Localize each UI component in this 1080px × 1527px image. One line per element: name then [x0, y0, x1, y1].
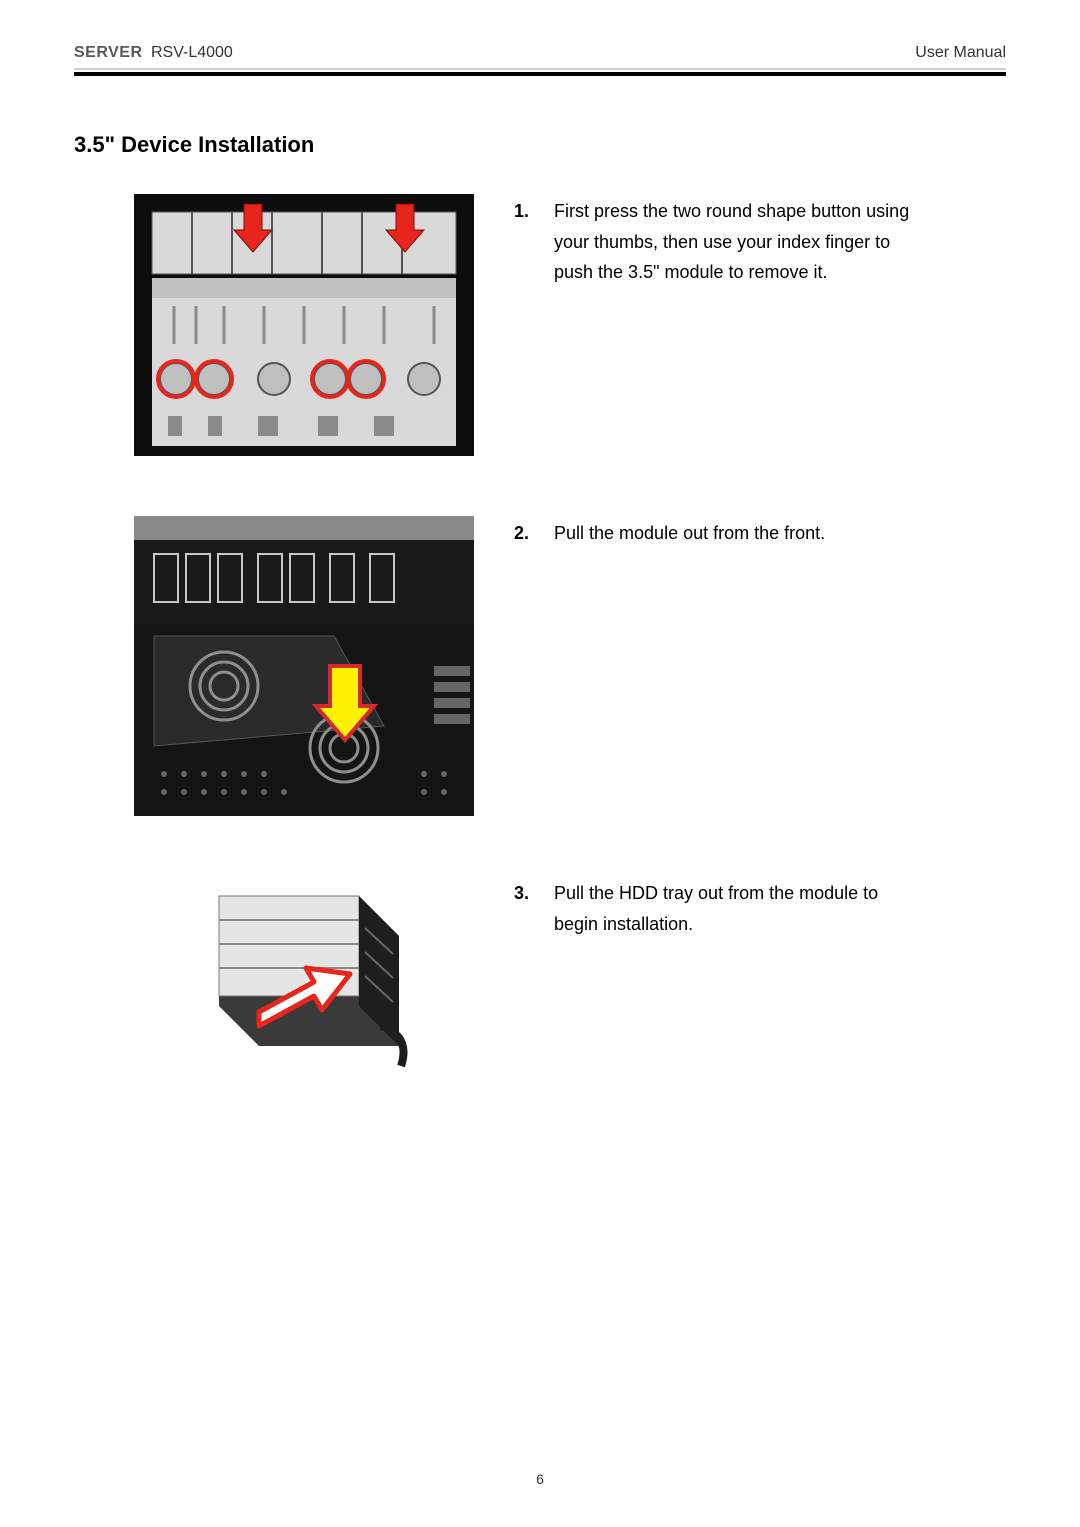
step-row: 1. First press the two round shape butto…	[134, 194, 1006, 456]
step-instruction: 3. Pull the HDD tray out from the module…	[514, 876, 924, 939]
header-left: SERVER RSV-L4000	[74, 44, 233, 62]
step-text: First press the two round shape button u…	[554, 196, 924, 288]
page-header: SERVER RSV-L4000 User Manual	[74, 44, 1006, 68]
steps-container: 1. First press the two round shape butto…	[74, 194, 1006, 1086]
step-instruction: 1. First press the two round shape butto…	[514, 194, 924, 288]
step-text: Pull the module out from the front.	[554, 518, 825, 549]
header-right: User Manual	[915, 44, 1006, 62]
step-figure-3	[134, 876, 474, 1086]
header-divider-thick	[74, 72, 1006, 76]
header-model: RSV-L4000	[151, 44, 233, 61]
page-number: 6	[0, 1471, 1080, 1487]
step-instruction: 2. Pull the module out from the front.	[514, 516, 825, 549]
step-number: 1.	[514, 196, 536, 288]
step-row: 2. Pull the module out from the front.	[134, 516, 1006, 816]
step-text: Pull the HDD tray out from the module to…	[554, 878, 924, 939]
step-number: 3.	[514, 878, 536, 939]
header-divider-thin	[74, 68, 1006, 70]
step-number: 2.	[514, 518, 536, 549]
step-figure-1	[134, 194, 474, 456]
step-figure-2	[134, 516, 474, 816]
section-title: 3.5" Device Installation	[74, 132, 1006, 158]
header-brand: SERVER	[74, 44, 143, 61]
step-row: 3. Pull the HDD tray out from the module…	[134, 876, 1006, 1086]
